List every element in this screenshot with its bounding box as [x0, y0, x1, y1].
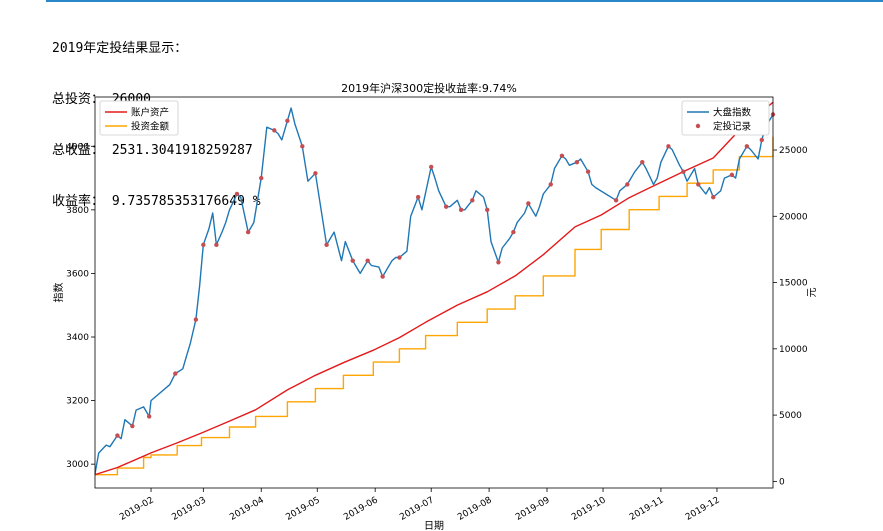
return-rate-label: 收益率：: [52, 194, 105, 209]
record-point: [625, 182, 630, 187]
left-tick-label: 3800: [66, 206, 89, 216]
x-axis-label: 日期: [424, 520, 444, 531]
x-tick-label: 2019-04: [228, 495, 266, 523]
chart-title: 2019年沪深300定投收益率:9.74%: [341, 81, 517, 95]
legend-right-marker: [695, 123, 701, 129]
record-point: [428, 164, 434, 170]
right-tick-label: 10000: [779, 345, 808, 355]
record-point: [613, 198, 619, 203]
total-profit-value: 2531.3041918259287: [111, 143, 253, 158]
record-point: [380, 274, 385, 279]
record-point: [729, 172, 735, 178]
x-axis-ticks: 2019-02 2019-03 2019-04 2019-05 2019-06 2019-…: [118, 488, 722, 523]
legend-right-label: 大盘指数: [713, 107, 752, 119]
total-invest-label: 总投资：: [52, 92, 105, 107]
record-point: [559, 153, 565, 159]
record-point: [324, 242, 329, 248]
record-point: [272, 128, 277, 133]
record-point: [443, 204, 449, 209]
record-point: [397, 255, 402, 260]
record-point: [201, 242, 206, 248]
x-tick-label: 2019-03: [170, 495, 208, 522]
record-point: [130, 423, 135, 429]
record-point: [146, 414, 152, 419]
record-point: [259, 175, 264, 181]
plot-frame: [94, 96, 774, 489]
y-axis-label-right: 元: [807, 288, 818, 298]
record-point: [485, 207, 490, 213]
record-point: [640, 159, 645, 165]
record-point: [350, 258, 355, 263]
record-point: [585, 169, 591, 174]
record-point: [711, 194, 716, 200]
right-tick-label: 15000: [779, 279, 808, 289]
right-axis-ticks: 0 5000 10000 15000 20000 25000: [773, 146, 808, 487]
total-profit-label: 总收益：: [52, 143, 105, 158]
header-divider: [46, 0, 883, 2]
record-point: [681, 169, 686, 174]
x-tick-label: 2019-02: [118, 495, 156, 522]
left-tick-label: 3400: [66, 333, 89, 343]
x-tick-label: 2019-11: [628, 495, 666, 522]
x-tick-label: 2019-09: [514, 495, 552, 523]
legend-right-frame: [681, 100, 770, 136]
record-point: [365, 258, 370, 263]
summary-total-profit: 总收益： 2531.3041918259287: [52, 142, 261, 159]
x-tick-label: 2019-05: [284, 495, 322, 522]
record-point: [313, 171, 318, 176]
assets-line: [94, 101, 774, 476]
right-tick-label: 25000: [779, 146, 808, 156]
left-axis-ticks: 3000 3200 3400 3600 3800 4000: [66, 142, 95, 470]
left-tick-label: 3000: [66, 460, 89, 470]
x-tick-label: 2019-10: [570, 495, 608, 523]
record-point: [300, 144, 305, 149]
left-tick-label: 3600: [66, 269, 89, 279]
record-point: [458, 207, 464, 213]
summary-return-rate: 收益率： 9.735785353176649 %: [52, 193, 261, 210]
record-point: [666, 144, 671, 149]
record-point: [696, 182, 701, 187]
record-point: [415, 194, 421, 200]
record-point: [548, 182, 553, 187]
record-point: [285, 118, 290, 124]
record-point: [245, 229, 251, 235]
record-point: [234, 191, 240, 197]
left-tick-label: 4000: [66, 142, 89, 152]
record-point: [496, 260, 501, 265]
invest-line: [95, 136, 774, 476]
record-point: [526, 201, 531, 206]
series-layer: [94, 101, 776, 476]
legend-right-label: 定投记录: [713, 121, 752, 133]
record-point: [511, 229, 516, 235]
record-point: [744, 144, 750, 149]
legend-left-label: 账户资产: [131, 107, 169, 119]
right-tick-label: 5000: [779, 411, 802, 421]
index-line: [94, 107, 774, 474]
record-point: [759, 137, 764, 143]
left-tick-label: 3200: [66, 397, 89, 407]
right-tick-label: 0: [779, 477, 785, 487]
right-tick-label: 20000: [779, 212, 808, 222]
x-tick-label: 2019-12: [684, 495, 722, 522]
record-point: [574, 159, 580, 165]
record-point: [173, 371, 178, 376]
y-axis-label-left: 指数: [52, 283, 65, 303]
summary-heading: 2019年定投结果显示：: [52, 41, 188, 56]
x-tick-label: 2019-06: [342, 495, 380, 523]
record-point: [193, 317, 199, 322]
x-tick-label: 2019-07: [398, 495, 436, 522]
record-point: [115, 433, 120, 438]
record-point: [214, 242, 219, 248]
legend-left-label: 投资金额: [131, 121, 170, 133]
record-point: [470, 198, 475, 203]
x-tick-label: 2019-08: [456, 495, 494, 523]
